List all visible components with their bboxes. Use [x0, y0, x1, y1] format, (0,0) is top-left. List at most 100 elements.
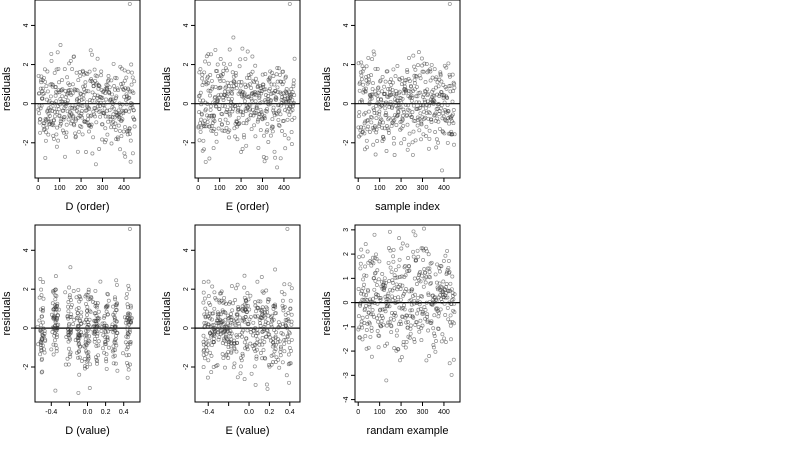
data-point [380, 125, 385, 130]
data-point [276, 123, 281, 127]
data-point [208, 93, 212, 98]
data-point [403, 345, 408, 350]
data-point [375, 301, 380, 306]
data-point [113, 297, 118, 302]
data-point [53, 93, 58, 98]
data-point [384, 378, 389, 383]
data-point [95, 318, 100, 323]
data-point [268, 133, 273, 138]
data-point [196, 94, 201, 99]
data-point [254, 354, 259, 359]
data-point [227, 47, 232, 52]
data-point [292, 115, 297, 120]
data-point [66, 300, 71, 304]
data-point [211, 339, 216, 344]
data-point [436, 84, 441, 89]
data-point [239, 149, 244, 154]
data-point [130, 75, 135, 80]
data-point [288, 361, 293, 366]
data-point [249, 127, 254, 132]
data-point [281, 69, 286, 74]
data-point [388, 265, 393, 270]
data-point [226, 89, 230, 94]
y-axis-label: residuals [321, 291, 333, 336]
data-point [411, 103, 416, 108]
data-point [429, 321, 434, 325]
data-point [390, 87, 395, 92]
data-point [441, 83, 446, 87]
data-point [200, 72, 205, 77]
data-point [67, 293, 72, 298]
data-point [261, 82, 266, 87]
data-point [215, 363, 220, 368]
data-point [87, 129, 91, 134]
data-point [96, 339, 101, 344]
data-point [408, 326, 413, 331]
data-point [77, 95, 82, 100]
data-point [263, 87, 268, 92]
data-point [207, 124, 212, 129]
data-point [371, 261, 376, 266]
data-point [248, 314, 253, 319]
data-point [76, 335, 80, 340]
data-point [413, 138, 418, 143]
data-point [406, 142, 411, 147]
data-point [202, 321, 207, 325]
data-point [85, 117, 90, 122]
data-point [376, 90, 381, 95]
data-point [93, 288, 98, 293]
data-point [244, 336, 249, 341]
data-point [120, 102, 125, 107]
data-point [436, 314, 441, 319]
data-point [433, 111, 438, 116]
data-point [444, 270, 449, 275]
data-point [440, 300, 444, 304]
data-point [367, 77, 372, 82]
data-point [259, 91, 264, 96]
data-point [425, 87, 430, 92]
data-point [54, 144, 59, 149]
data-point [442, 100, 447, 105]
data-point [275, 66, 280, 70]
data-point [283, 146, 288, 151]
data-point [401, 123, 406, 128]
data-point [390, 106, 395, 110]
data-point [282, 337, 287, 342]
data-point [247, 82, 252, 87]
data-point [205, 324, 210, 329]
data-point [403, 88, 408, 93]
data-point [229, 97, 234, 101]
data-point [289, 142, 294, 147]
data-point [104, 97, 109, 102]
data-point [255, 337, 260, 342]
data-point [450, 132, 455, 137]
data-point [200, 76, 205, 81]
data-point [88, 48, 93, 53]
data-point [360, 315, 365, 320]
data-point [264, 305, 269, 310]
data-point [127, 1, 132, 6]
data-point [407, 131, 412, 136]
data-point [248, 293, 253, 298]
data-point [52, 106, 57, 111]
data-point [124, 75, 129, 80]
data-point [445, 248, 450, 253]
data-point [290, 90, 295, 95]
data-point [109, 78, 114, 83]
data-point [405, 147, 410, 152]
y-tick-label: 2 [23, 287, 30, 291]
data-point [369, 354, 374, 359]
data-point [356, 125, 361, 130]
data-point [437, 112, 441, 117]
data-point [105, 132, 110, 137]
x-tick-label: 0 [36, 185, 40, 192]
data-point [123, 109, 128, 114]
data-point [76, 78, 81, 83]
data-point [359, 289, 364, 294]
data-point [113, 336, 118, 341]
data-point [105, 83, 110, 88]
data-point [393, 74, 398, 79]
data-point [55, 323, 59, 328]
data-point [383, 280, 388, 285]
data-point [106, 298, 111, 303]
